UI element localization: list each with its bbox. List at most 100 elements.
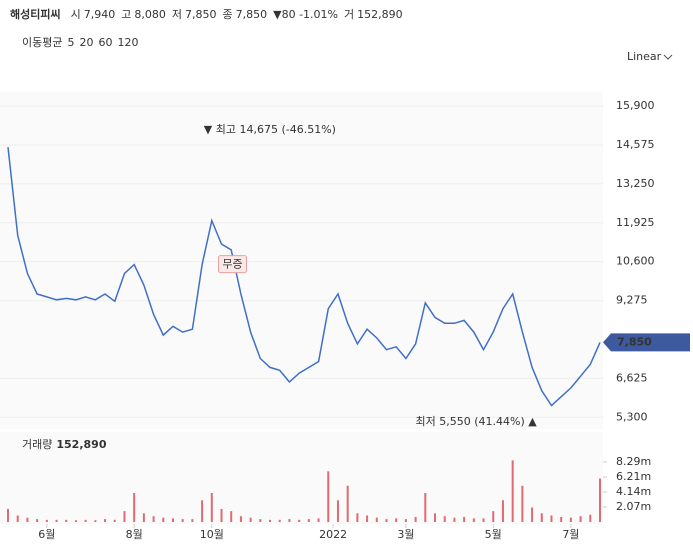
volume-bar xyxy=(201,500,204,522)
volume-bar xyxy=(230,511,233,522)
volume-bar xyxy=(531,507,534,522)
volume-bar xyxy=(55,519,58,522)
stock-name: 해성티피씨 xyxy=(10,7,61,21)
field-label: 고 xyxy=(121,8,131,21)
x-tick-label: 10월 xyxy=(200,528,224,541)
volume-bar xyxy=(424,493,427,522)
volume-bar xyxy=(414,516,417,522)
volume-bar xyxy=(36,519,39,522)
volume-bar xyxy=(395,518,398,522)
field-value: 7,850 xyxy=(185,8,217,21)
volume-bar xyxy=(142,513,145,522)
volume-bar xyxy=(45,519,48,522)
volume-bar xyxy=(162,517,165,522)
volume-bar xyxy=(210,493,213,522)
last-price-tag xyxy=(603,333,690,352)
field-value: 7,940 xyxy=(84,8,116,21)
volume-bar xyxy=(278,519,281,522)
volume-bar xyxy=(220,508,223,522)
volume-bar xyxy=(7,508,9,522)
volume-bar xyxy=(511,460,514,522)
last-price-label: 7,850 xyxy=(617,335,652,348)
change: ▼80 -1.01% xyxy=(273,8,338,21)
volume-bar xyxy=(239,516,242,522)
volume-bar xyxy=(191,519,194,522)
volume-bar xyxy=(113,519,116,522)
volume-tick-label: 2.07m xyxy=(616,500,651,513)
volume-bar xyxy=(65,519,68,522)
volume-bar xyxy=(298,519,301,522)
volume-bar xyxy=(463,516,466,522)
volume-bar xyxy=(492,511,495,522)
volume-bar xyxy=(74,520,77,522)
field-label: 시 xyxy=(71,8,81,21)
volume-bar xyxy=(443,516,446,522)
y-tick-label: 15,900 xyxy=(616,99,655,112)
volume-bar xyxy=(366,515,369,522)
event-marker xyxy=(218,255,248,274)
volume-bar xyxy=(579,516,582,522)
y-tick-label: 10,600 xyxy=(616,255,655,268)
x-tick-label: 3월 xyxy=(397,528,414,541)
ma-title: 이동평균 xyxy=(22,36,62,49)
volume-bar xyxy=(599,478,601,522)
volume-bar xyxy=(356,513,359,522)
field-value: 8,080 xyxy=(134,8,166,21)
price-line xyxy=(7,147,601,407)
volume-bar xyxy=(259,519,262,522)
volume-bar xyxy=(521,485,524,522)
scale-mode[interactable]: Linear xyxy=(627,50,662,63)
volume-bar xyxy=(152,516,155,522)
volume-bar xyxy=(434,513,437,522)
x-tick-label: 6월 xyxy=(38,528,55,541)
volume-total: 152,890 xyxy=(56,438,106,451)
x-tick-label: 7월 xyxy=(562,528,579,541)
x-tick-label: 2022 xyxy=(319,528,347,541)
field-label: 저 xyxy=(172,8,182,21)
volume-bar xyxy=(336,500,339,522)
volume-bar xyxy=(550,515,553,522)
volume-bar xyxy=(482,518,485,522)
volume-bar xyxy=(404,519,407,522)
x-tick-label: 5월 xyxy=(485,528,502,541)
volume-bar xyxy=(317,518,320,522)
y-tick-label: 14,575 xyxy=(616,138,655,151)
ma-item: 60 xyxy=(98,36,112,49)
x-tick-label: 8월 xyxy=(126,528,143,541)
volume-bar xyxy=(94,520,97,522)
volume-bar xyxy=(472,518,475,522)
y-tick-label: 6,625 xyxy=(616,371,648,384)
ma-item: 120 xyxy=(117,36,138,49)
price-panel xyxy=(0,92,603,429)
volume-bar xyxy=(16,515,19,522)
volume-title: 거래량 xyxy=(22,438,52,451)
volume-bar xyxy=(133,493,136,522)
volume-bar xyxy=(288,519,291,522)
field-value: 7,850 xyxy=(236,8,268,21)
field-label: 거 xyxy=(344,8,354,21)
volume-bar xyxy=(560,516,563,522)
y-tick-label: 13,250 xyxy=(616,177,655,190)
volume-bar xyxy=(327,471,330,522)
volume-bar xyxy=(26,517,29,522)
volume-bar xyxy=(453,517,456,522)
volume-bar xyxy=(346,485,349,522)
volume-bar xyxy=(385,519,388,522)
volume-bar xyxy=(84,519,87,522)
volume-bar xyxy=(249,517,252,522)
volume-bar xyxy=(171,518,174,522)
volume-bar xyxy=(569,517,572,522)
ma-item: 5 xyxy=(67,36,74,49)
volume-tick-label: 4.14m xyxy=(616,485,651,498)
volume-bar xyxy=(123,511,126,522)
field-label: 종 xyxy=(222,8,232,21)
y-tick-label: 5,300 xyxy=(616,410,648,423)
volume-bar xyxy=(307,519,310,522)
dropdown-arrow[interactable] xyxy=(663,54,673,60)
volume-bar xyxy=(104,519,107,522)
field-value: 152,890 xyxy=(357,8,403,21)
volume-tick-label: 6.21m xyxy=(616,470,651,483)
volume-bar xyxy=(181,519,184,522)
y-tick-label: 11,925 xyxy=(616,216,655,229)
